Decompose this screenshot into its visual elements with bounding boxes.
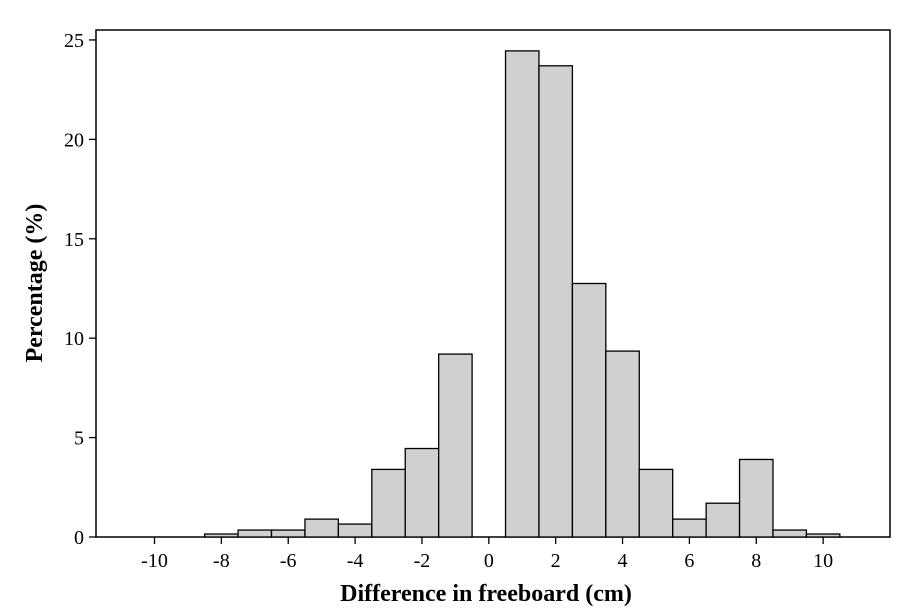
y-tick-label: 25 <box>64 30 84 52</box>
x-tick-label: 4 <box>618 550 628 572</box>
histogram-bar <box>504 50 540 538</box>
histogram-bar <box>605 350 640 538</box>
x-tick-label: 6 <box>684 550 694 572</box>
histogram-bar <box>337 523 373 538</box>
histogram-bar <box>438 353 473 538</box>
x-tick-label: 0 <box>484 550 494 572</box>
histogram-bar <box>738 458 774 538</box>
y-tick-label: 10 <box>64 328 84 350</box>
histogram-bar <box>270 529 306 538</box>
bars-group <box>203 50 841 538</box>
plot-frame <box>95 29 891 538</box>
x-tick-label: 8 <box>751 550 761 572</box>
y-tick-label: 0 <box>74 527 84 549</box>
histogram-bar <box>203 533 239 538</box>
x-tick-label: -8 <box>213 550 230 572</box>
y-tick-label: 5 <box>74 428 84 450</box>
x-tick-label: -10 <box>141 550 168 572</box>
histogram-bar <box>638 468 674 538</box>
histogram-bar <box>772 529 808 538</box>
histogram-bar <box>805 533 841 538</box>
x-tick-label: 2 <box>551 550 561 572</box>
x-tick-label: -2 <box>414 550 431 572</box>
histogram-bar <box>237 529 273 538</box>
y-tick-label: 20 <box>64 129 84 151</box>
histogram-bar <box>571 282 607 538</box>
histogram-bar <box>304 518 340 538</box>
x-tick-label: -6 <box>280 550 297 572</box>
histogram-bar <box>371 468 406 538</box>
x-tick-label: -4 <box>347 550 364 572</box>
y-tick-label: 15 <box>64 229 84 251</box>
histogram-bar <box>672 518 707 538</box>
x-tick-label: 10 <box>813 550 833 572</box>
y-axis-ticks: 0 5 10 15 20 25 <box>64 30 96 549</box>
histogram-bar <box>705 502 741 538</box>
x-axis-title: Difference in freeboard (cm) <box>340 581 632 607</box>
histogram-bar <box>404 447 440 538</box>
y-axis-title: Percentage (%) <box>22 204 48 363</box>
x-axis-ticks: -10 -8 -6 -4 -2 0 2 4 6 8 10 <box>141 537 833 572</box>
histogram-bar <box>538 65 574 538</box>
